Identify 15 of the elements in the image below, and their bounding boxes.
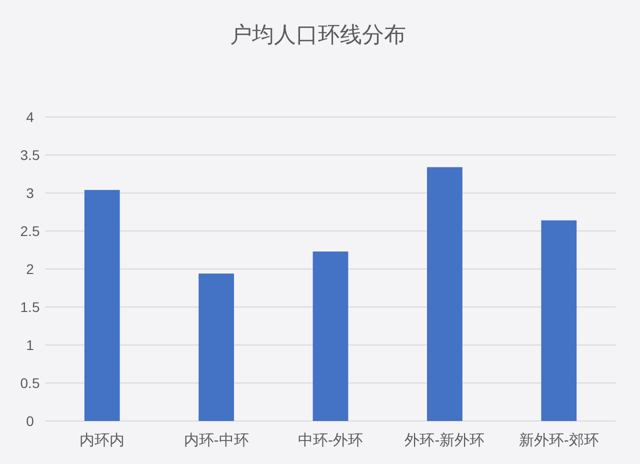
x-tick-label: 内环内 [80,432,125,449]
y-tick-label: 0 [26,413,34,429]
x-tick-label: 新外环-郊环 [518,432,599,449]
y-tick-label: 1.5 [20,299,40,315]
y-tick-label: 1 [26,337,34,353]
y-tick-label: 4 [26,109,34,125]
x-tick-label: 外环-新外环 [404,432,485,449]
y-tick-label: 2.5 [20,223,40,239]
y-tick-label: 2 [26,261,34,277]
x-tick-label: 中环-外环 [298,432,363,449]
y-tick-label: 3.5 [20,147,40,163]
y-tick-label: 3 [26,185,34,201]
y-tick-label: 0.5 [20,375,40,391]
x-tick-label: 内环-中环 [184,432,249,449]
title: 户均人口环线分布 [230,22,406,47]
